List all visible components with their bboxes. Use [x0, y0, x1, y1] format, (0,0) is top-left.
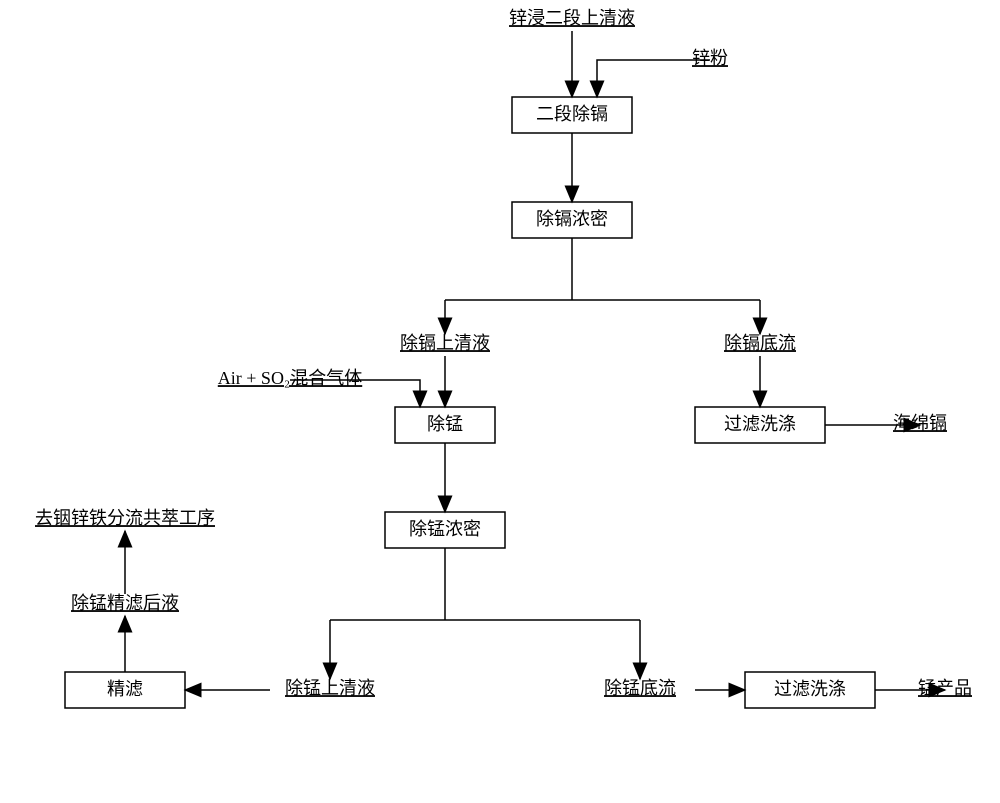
process-box-label: 除镉浓密	[536, 209, 608, 229]
stream-label-gas: Air + SO₂混合气体	[218, 368, 362, 388]
process-box-label: 二段除镉	[536, 104, 608, 124]
stream-label-mn_product: 锰产品	[918, 678, 972, 698]
process-box-label: 除锰浓密	[409, 519, 481, 539]
process-box-label: 除锰	[427, 414, 463, 434]
stream-label-cd_under: 除镉底流	[724, 333, 796, 353]
process-box-label: 过滤洗涤	[774, 679, 846, 699]
process-box-label: 过滤洗涤	[724, 414, 796, 434]
process-box-label: 精滤	[107, 679, 143, 699]
stream-label-zinc_powder: 锌粉	[692, 48, 728, 68]
stream-label-to_next: 去铟锌铁分流共萃工序	[35, 508, 215, 528]
stream-label-cd_super: 除镉上清液	[400, 333, 490, 353]
stream-label-post_filter: 除锰精滤后液	[71, 593, 179, 613]
stream-label-mn_under: 除锰底流	[604, 678, 676, 698]
stream-label-start: 锌浸二段上清液	[509, 8, 635, 28]
stream-label-sponge_cd: 海绵镉	[893, 413, 947, 433]
stream-label-mn_super: 除锰上清液	[285, 678, 375, 698]
